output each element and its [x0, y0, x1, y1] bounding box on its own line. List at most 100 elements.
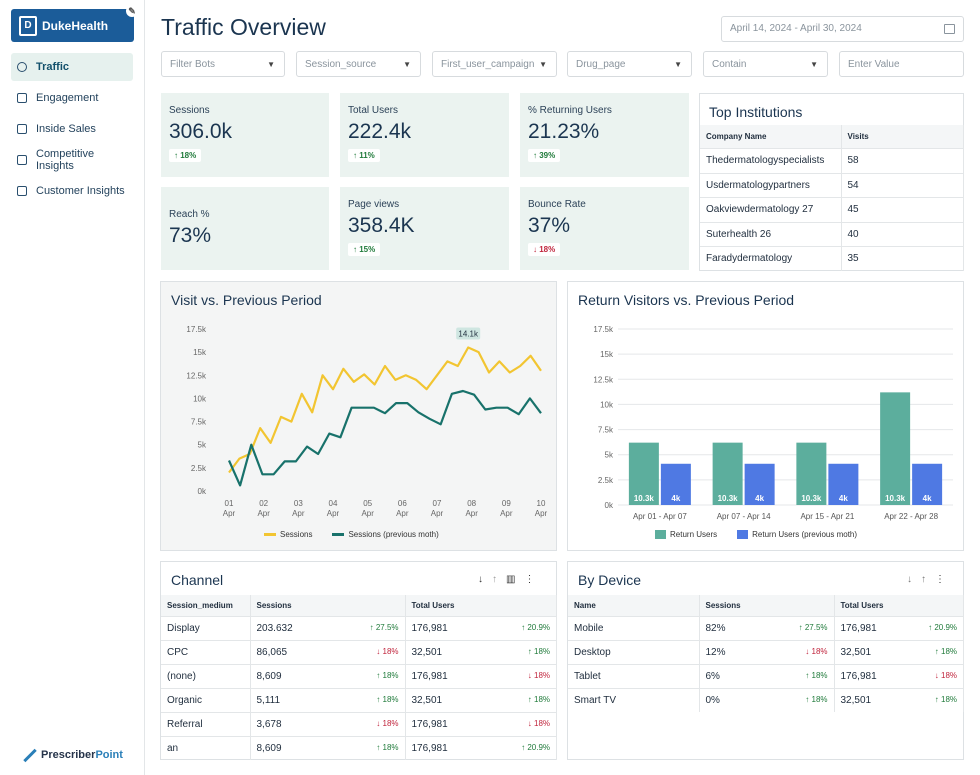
table-row[interactable]: Thedermatologyspecialists 58	[700, 147, 964, 173]
drug-page-select[interactable]: Drug_page ▼	[567, 51, 692, 77]
sidebar-item-engagement[interactable]: Engagement	[11, 84, 133, 112]
contain-select[interactable]: Contain ▼	[703, 51, 828, 77]
more-menu-icon[interactable]: ⋮	[935, 574, 945, 585]
duke-health-logo[interactable]: D DukeHealth ✎	[11, 5, 138, 42]
y-tick-label: 5k	[198, 441, 207, 450]
x-tick-label: 07	[433, 499, 442, 508]
company-name: Suterhealth 26	[700, 221, 842, 246]
sort-down-icon[interactable]: ↓	[478, 574, 483, 585]
change-indicator: ↑ 18%	[934, 694, 957, 704]
sidebar-item-label: Competitive Insights	[36, 148, 95, 172]
kpi-total-users: Total Users 222.4k ↑ 11%	[340, 93, 509, 177]
chart-toggle-icon[interactable]: ▥	[506, 574, 516, 585]
network-icon	[17, 93, 27, 103]
sidebar-item-competitive-insights[interactable]: Competitive Insights	[11, 146, 133, 174]
table-row[interactable]: an 8,609 ↑ 18% 176,981 ↑ 20.9%	[161, 735, 557, 760]
table-row[interactable]: Oakviewdermatology 27 45	[700, 196, 964, 222]
users-cell: 176,981 ↑ 20.9%	[834, 615, 964, 640]
return-visitors-bar-chart: 0k 2.5k 5k 7.5k 10k 12.5k 15k 17.5k 10.3k 4k Apr 0…	[593, 325, 953, 521]
visits-value: 45	[841, 196, 964, 222]
table-row[interactable]: Mobile 82% ↑ 27.5% 176,981 ↑ 20.9%	[568, 615, 964, 640]
kpi-value: 73%	[169, 224, 212, 247]
table-row[interactable]: Usdermatologypartners 54	[700, 172, 964, 197]
bar-1	[828, 463, 859, 505]
visit-line-chart: 0k2.5k5k7.5k10k12.5k15k17.5k01Apr02Apr03…	[186, 325, 547, 518]
users-value: 176,981	[411, 718, 448, 730]
users-cell: 176,981 ↓ 18%	[834, 663, 964, 688]
kpi-change-badge: ↑ 39%	[528, 149, 561, 162]
users-value: 32,501	[411, 646, 443, 658]
x-category-label: Apr 07 - Apr 14	[717, 512, 771, 521]
kpi-change-badge: ↑ 11%	[348, 149, 380, 162]
bar-label: 10.3k	[885, 494, 906, 503]
x-tick-label: Apr	[465, 509, 478, 518]
change-indicator: ↑ 27.5%	[369, 622, 399, 632]
session-source-select[interactable]: Session_source ▼	[296, 51, 421, 77]
sidebar-item-traffic[interactable]: Traffic	[11, 53, 133, 81]
table-row[interactable]: CPC 86,065 ↓ 18% 32,501 ↑ 18%	[161, 639, 557, 664]
users-cell: 32,501 ↑ 18%	[405, 639, 557, 664]
change-indicator: ↓ 18%	[527, 670, 550, 680]
sort-up-icon[interactable]: ↑	[921, 574, 926, 585]
table-row[interactable]: Referral 3,678 ↓ 18% 176,981 ↓ 18%	[161, 711, 557, 736]
kpi-page-views: Page views 358.4K ↑ 15%	[340, 187, 509, 270]
table-row[interactable]: Smart TV 0% ↑ 18% 32,501 ↑ 18%	[568, 687, 964, 712]
bar-label: 10.3k	[634, 494, 655, 503]
row-name: (none)	[161, 663, 251, 688]
edit-icon[interactable]: ✎	[126, 5, 138, 17]
table-row[interactable]: Organic 5,111 ↑ 18% 32,501 ↑ 18%	[161, 687, 557, 712]
shield-icon: D	[19, 15, 37, 36]
table-row[interactable]: (none) 8,609 ↑ 18% 176,981 ↓ 18%	[161, 663, 557, 688]
filter-value-input[interactable]: Enter Value	[839, 51, 964, 77]
filter-label: Contain	[712, 59, 747, 70]
change-indicator: ↑ 18%	[376, 694, 399, 704]
users-value: 176,981	[411, 742, 448, 754]
more-menu-icon[interactable]: ⋮	[524, 574, 535, 585]
return-visitors-bar-chart-panel: Return Visitors vs. Previous Period 0k 2.…	[567, 281, 964, 551]
x-tick-label: Apr	[431, 509, 444, 518]
row-name: Display	[161, 615, 251, 640]
x-tick-label: 04	[329, 499, 338, 508]
legend-item-return-users-previous[interactable]: Return Users (previous moth)	[737, 530, 857, 540]
annotation-box	[456, 327, 481, 340]
device-table: Name Sessions Total Users Mobile 82% ↑ 27.5%…	[568, 595, 964, 712]
legend-item-previous[interactable]: Sessions (previous moth)	[332, 530, 439, 539]
table-row[interactable]: Desktop 12% ↓ 18% 32,501 ↑ 18%	[568, 639, 964, 664]
visits-value: 58	[841, 147, 964, 173]
filter-bots-select[interactable]: Filter Bots ▼	[161, 51, 285, 77]
x-tick-label: 06	[398, 499, 407, 508]
users-cell: 176,981 ↓ 18%	[405, 711, 557, 736]
y-tick-label: 7.5k	[191, 418, 207, 427]
sort-up-icon[interactable]: ↑	[492, 574, 497, 585]
kpi-value: 21.23%	[528, 120, 600, 143]
sessions-cell: 8,609 ↑ 18%	[250, 735, 406, 760]
table-row[interactable]: Suterhealth 26 40	[700, 221, 964, 246]
sidebar-item-customer-insights[interactable]: Customer Insights	[11, 177, 133, 205]
chevron-down-icon: ▼	[810, 60, 818, 69]
row-name: Tablet	[568, 663, 700, 688]
legend-item-sessions[interactable]: Sessions	[264, 530, 312, 539]
kpi-label: Total Users	[348, 105, 399, 116]
x-tick-label: Apr	[500, 509, 513, 518]
sidebar-item-label: Customer Insights	[36, 185, 125, 197]
top-institutions-panel: Top Institutions Company Name Visits Thed…	[699, 93, 964, 271]
visits-value: 54	[841, 172, 964, 197]
panel-title: Top Institutions	[709, 104, 803, 120]
x-category-label: Apr 01 - Apr 07	[633, 512, 687, 521]
date-range-picker[interactable]: April 14, 2024 - April 30, 2024	[721, 16, 964, 42]
y-tick-label: 17.5k	[186, 325, 207, 334]
kpi-label: Bounce Rate	[528, 199, 586, 210]
series-line-0	[228, 346, 542, 474]
legend-item-return-users[interactable]: Return Users	[655, 530, 717, 540]
y-tick-label: 12.5k	[186, 371, 207, 380]
brand-text: Prescriber	[41, 749, 96, 761]
sessions-value: 5,111	[256, 694, 281, 706]
sessions-cell: 0% ↑ 18%	[699, 687, 835, 712]
table-row[interactable]: Faradydermatology 35	[700, 245, 964, 271]
table-row[interactable]: Display 203.632 ↑ 27.5% 176,981 ↑ 20.9%	[161, 615, 557, 640]
sidebar-item-inside-sales[interactable]: Inside Sales	[11, 115, 133, 143]
first-user-campaign-select[interactable]: First_user_campaign ▼	[432, 51, 557, 77]
sort-down-icon[interactable]: ↓	[907, 574, 912, 585]
bar-label: 4k	[671, 494, 680, 503]
table-row[interactable]: Tablet 6% ↑ 18% 176,981 ↓ 18%	[568, 663, 964, 688]
